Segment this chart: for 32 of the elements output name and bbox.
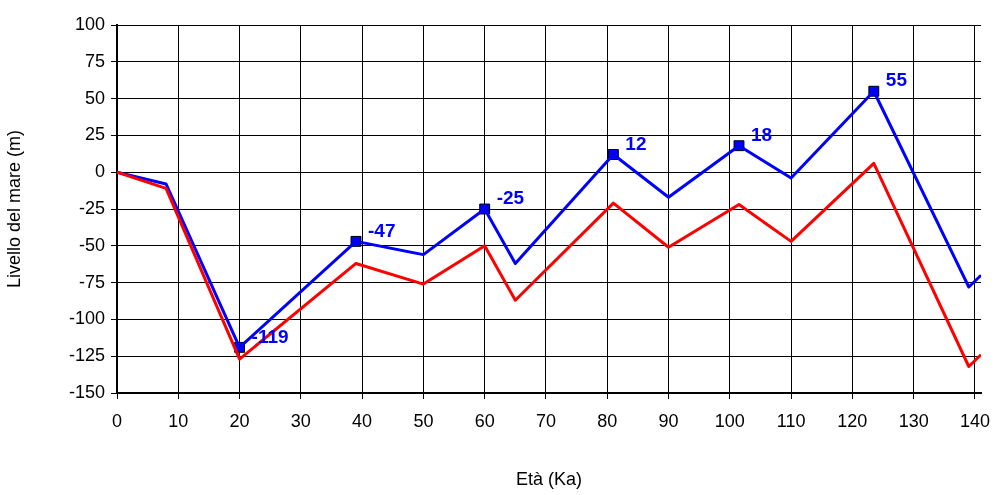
x-tick-label: 20	[229, 410, 250, 431]
x-tick-label: 140	[959, 410, 990, 431]
y-tick-label: -50	[78, 234, 105, 255]
y-tick-label: -150	[68, 381, 105, 402]
x-tick-label: 130	[898, 410, 929, 431]
x-tick-label: 0	[111, 410, 123, 431]
x-tick-label: 120	[837, 410, 868, 431]
y-tick-label: -25	[78, 197, 105, 218]
x-axis-title: Età (Ka)	[516, 469, 583, 490]
x-tick-label: 80	[597, 410, 618, 431]
x-tick-label: 40	[352, 410, 373, 431]
y-tick-label: -125	[68, 345, 105, 366]
y-tick-label: -75	[78, 271, 105, 292]
y-tick-label: 75	[84, 50, 105, 71]
data-label: 12	[625, 132, 647, 154]
data-label: -47	[367, 219, 396, 241]
y-tick-label: 0	[94, 161, 105, 182]
data-label: 55	[885, 69, 908, 91]
x-tick-label: 110	[776, 410, 806, 431]
y-tick-label: 25	[84, 124, 105, 145]
x-tick-label: 70	[535, 410, 556, 431]
data-label: -25	[496, 187, 525, 209]
y-tick-label: -100	[68, 308, 105, 329]
y-tick-label: 100	[74, 13, 105, 34]
x-tick-label: 60	[474, 410, 495, 431]
x-tick-label: 100	[714, 410, 745, 431]
x-tick-label: 30	[290, 410, 311, 431]
x-tick-label: 10	[168, 410, 189, 431]
y-axis-title: Livello del mare (m)	[3, 129, 24, 289]
x-tick-label: 90	[658, 410, 679, 431]
x-tick-label: 50	[413, 410, 434, 431]
y-tick-label: 50	[84, 87, 105, 108]
